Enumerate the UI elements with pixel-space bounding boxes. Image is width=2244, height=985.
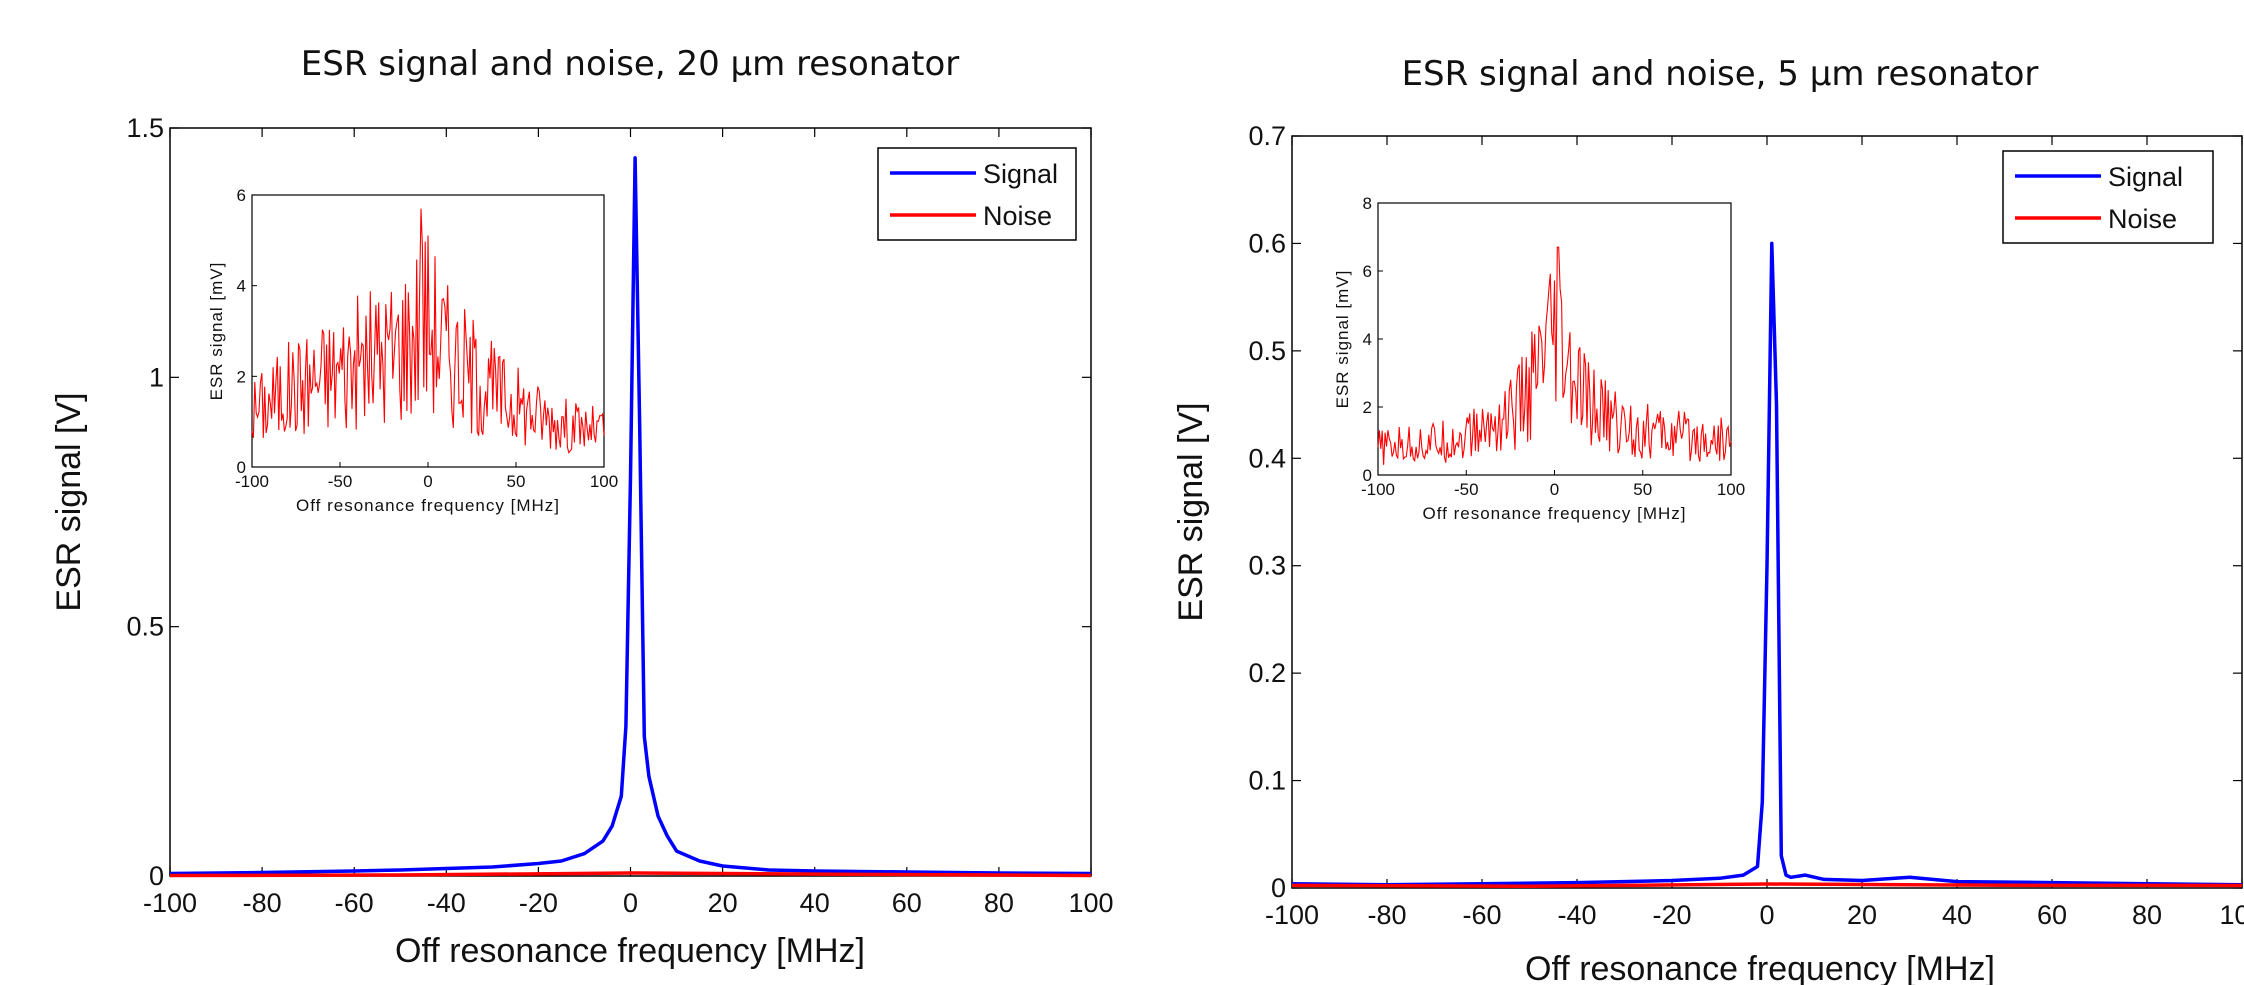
series-line-signal	[1291, 241, 2243, 887]
y-tick-label: 1.5	[126, 113, 164, 143]
y-tick-label: 0	[1271, 873, 1286, 903]
y-tick-label: 0.4	[1248, 443, 1286, 473]
y-tick-label: 0.7	[1248, 121, 1286, 151]
series-line-signal	[169, 156, 1092, 876]
inset-y-tick-label: 6	[237, 186, 246, 205]
inset-y-tick-label: 4	[237, 277, 246, 296]
legend-label: Noise	[2108, 204, 2177, 234]
x-tick-label: -60	[335, 888, 374, 918]
y-axis-label: ESR signal [V]	[1172, 402, 1210, 621]
x-tick-label: -40	[1557, 900, 1596, 930]
y-tick-label: 0	[149, 861, 164, 891]
legend-box	[2002, 150, 2214, 244]
inset-x-tick-label: 100	[590, 472, 618, 491]
chart-title: ESR signal and noise, 5 μm resonator	[1402, 54, 2039, 94]
x-tick-label: 40	[800, 888, 830, 918]
inset-y-tick-label: 6	[1363, 262, 1372, 281]
x-tick-label: 60	[2037, 900, 2067, 930]
inset-x-tick-label: -100	[1361, 480, 1395, 499]
legend-label: Signal	[983, 159, 1058, 189]
x-tick-label: 20	[1847, 900, 1877, 930]
inset-x-tick-label: -50	[1454, 480, 1479, 499]
x-tick-label: 40	[1942, 900, 1972, 930]
inset-x-tick-label: 50	[507, 472, 526, 491]
inset-x-tick-label: -50	[328, 472, 353, 491]
x-tick-label: 0	[623, 888, 638, 918]
legend: Signal Noise	[2002, 150, 2214, 244]
inset-x-tick-label: -100	[235, 472, 269, 491]
y-tick-label: 0.6	[1248, 228, 1286, 258]
inset-chart: -100 -50 0 50 100 0 2 4 6 Off resonance frequency…	[207, 186, 618, 515]
y-tick-label: 0.2	[1248, 658, 1286, 688]
x-tick-label: 80	[984, 888, 1014, 918]
inset-x-tick-label: 50	[1633, 480, 1652, 499]
y-tick-label: 0.3	[1248, 551, 1286, 581]
x-tick-label: 60	[892, 888, 922, 918]
x-tick-label: 20	[708, 888, 738, 918]
x-tick-label: -20	[519, 888, 558, 918]
inset-series-line-noise	[251, 208, 605, 454]
x-tick-label: -100	[143, 888, 197, 918]
x-axis-label: Off resonance frequency [MHz]	[1525, 950, 1995, 985]
x-tick-label: 0	[1759, 900, 1774, 930]
inset-chart: -100 -50 0 50 100 0 2 4 6 8 Off resonance frequenc…	[1333, 194, 1745, 523]
y-axis-label: ESR signal [V]	[50, 392, 88, 611]
y-tick-label: 0.5	[1248, 336, 1286, 366]
inset-y-axis-label: ESR signal [mV]	[1333, 270, 1352, 409]
inset-y-tick-label: 0	[237, 458, 246, 477]
x-axis-label: Off resonance frequency [MHz]	[395, 932, 865, 970]
inset-y-tick-label: 4	[1363, 330, 1372, 349]
chart-title: ESR signal and noise, 20 μm resonator	[301, 44, 960, 84]
legend: Signal Noise	[877, 147, 1077, 241]
x-tick-label: 100	[1068, 888, 1113, 918]
y-tick-label: 0.5	[126, 612, 164, 642]
x-tick-label: -60	[1462, 900, 1501, 930]
x-tick-label: 100	[2219, 900, 2244, 930]
x-tick-label: 80	[2132, 900, 2162, 930]
x-tick-label: -80	[243, 888, 282, 918]
inset-x-tick-label: 0	[1550, 480, 1559, 499]
series-line-noise	[1291, 882, 2243, 889]
inset-y-tick-label: 8	[1363, 194, 1372, 213]
inset-y-tick-label: 0	[1363, 466, 1372, 485]
inset-series-line-noise	[1377, 246, 1732, 465]
legend-label: Noise	[983, 201, 1052, 231]
x-tick-label: -80	[1367, 900, 1406, 930]
inset-y-tick-label: 2	[237, 367, 246, 386]
inset-x-tick-label: 0	[423, 472, 432, 491]
chart-1: ESR signal and noise, 20 μm resonator -10…	[50, 44, 1114, 970]
x-tick-label: -40	[427, 888, 466, 918]
inset-x-axis-label: Off resonance frequency [MHz]	[1423, 504, 1687, 523]
y-tick-label: 1	[149, 362, 164, 392]
inset-y-axis-label: ESR signal [mV]	[207, 262, 226, 401]
inset-x-axis-label: Off resonance frequency [MHz]	[296, 496, 560, 515]
chart-2: ESR signal and noise, 5 μm resonator -100…	[1172, 54, 2244, 985]
series-line-noise	[169, 871, 1092, 878]
inset-x-tick-label: 100	[1717, 480, 1745, 499]
legend-label: Signal	[2108, 162, 2183, 192]
x-tick-label: -20	[1652, 900, 1691, 930]
legend-box	[877, 147, 1077, 241]
y-tick-label: 0.1	[1248, 766, 1286, 796]
x-tick-label: -100	[1265, 900, 1319, 930]
inset-y-tick-label: 2	[1363, 398, 1372, 417]
